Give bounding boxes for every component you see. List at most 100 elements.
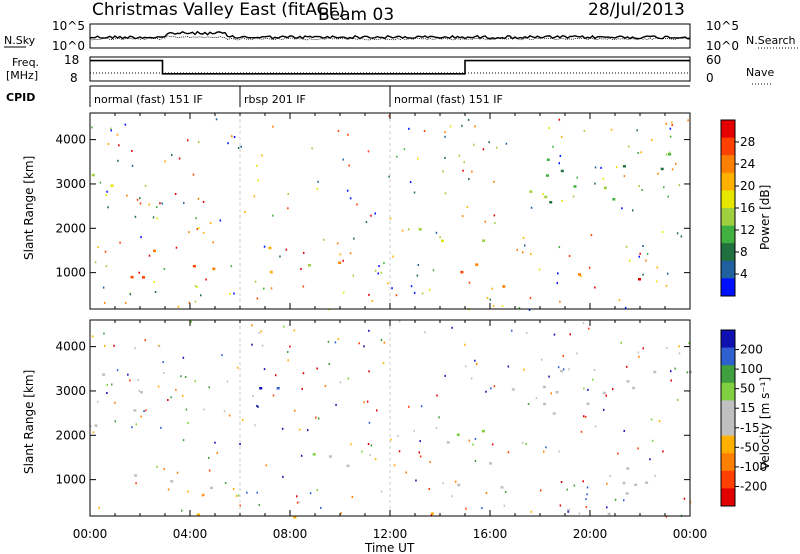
noise-cell [413, 429, 415, 432]
noise-cell [246, 491, 248, 494]
echo-cell [94, 424, 98, 427]
noise-cell [527, 403, 530, 405]
noise-cell [163, 268, 166, 270]
noise-cell [485, 492, 488, 494]
noise-cell [444, 374, 446, 377]
noise-cell [586, 493, 588, 496]
noise-cell [105, 265, 108, 268]
noise-cell [484, 220, 486, 223]
noise-cell [416, 274, 419, 277]
noise-cell [261, 344, 264, 347]
colorbar-tick-label: -50 [740, 440, 760, 454]
noise-cell [106, 392, 108, 394]
noise-cell [185, 408, 188, 411]
noise-cell [239, 443, 241, 445]
noise-cell [666, 272, 669, 275]
echo-cell [555, 391, 559, 394]
noise-cell [182, 439, 185, 442]
noise-cell [668, 151, 671, 154]
noise-cell [241, 419, 244, 422]
noise-cell [156, 206, 158, 209]
noise-cell [676, 232, 679, 235]
noise-cell [347, 377, 350, 380]
noise-cell [558, 246, 561, 249]
noise-cell [256, 297, 259, 300]
noise-cell [442, 482, 444, 485]
noise-cell [363, 401, 365, 404]
noise-cell [583, 129, 586, 132]
echo-cell [552, 412, 556, 415]
noise-cell [91, 335, 94, 338]
velocity-axes: 1000 2000 3000 4000 [55, 320, 691, 516]
noise-cell [316, 489, 318, 492]
noise-cell [374, 458, 377, 461]
noise-cell [568, 368, 570, 371]
noise-cell [543, 450, 545, 453]
noise-cell [160, 426, 162, 429]
noise-cell [524, 244, 526, 247]
noise-cell [237, 366, 239, 369]
noise-cell [593, 368, 596, 371]
noise-cell [640, 151, 642, 154]
colorbar-swatch [721, 278, 735, 297]
noise-cell [623, 175, 626, 178]
noise-cell [417, 264, 420, 266]
noise-cell [507, 365, 510, 368]
noise-cell [176, 471, 179, 474]
noise-cell [302, 372, 305, 375]
noise-cell [318, 417, 320, 420]
noise-cell [135, 423, 137, 426]
echo-cell [212, 267, 216, 271]
noise-cell [182, 394, 184, 397]
noise-cell [562, 354, 564, 357]
noise-cell [200, 294, 202, 297]
noise-cell [116, 133, 119, 136]
noise-cell [377, 272, 379, 275]
noise-cell [464, 343, 466, 346]
echo-cell [192, 264, 196, 268]
noise-cell [154, 291, 157, 293]
noise-cell [507, 451, 510, 454]
noise-cell [594, 286, 596, 289]
noise-cell [393, 464, 396, 467]
noise-cell [557, 272, 559, 275]
echo-cell [170, 480, 174, 483]
noise-cell [504, 491, 507, 494]
freq-hi: 18 [64, 53, 79, 67]
noise-cell [628, 145, 630, 148]
noise-cell [175, 388, 177, 391]
noise-cell [226, 380, 229, 383]
noise-cell [503, 504, 506, 507]
noise-cell [558, 118, 561, 121]
noise-cell [594, 425, 597, 428]
noise-cell [216, 451, 218, 454]
noise-cell [462, 169, 464, 172]
noise-cell [669, 135, 672, 138]
noise-cell [376, 409, 378, 412]
noise-cell [590, 234, 593, 237]
noise-cell [559, 154, 562, 157]
colorbar-swatch [721, 453, 735, 472]
noise-cell [661, 231, 664, 233]
noise-cell [138, 271, 140, 274]
noise-cell [486, 297, 489, 299]
noise-cell [140, 236, 142, 239]
noise-cell [665, 284, 668, 287]
noise-cell [272, 214, 274, 217]
noise-cell [91, 126, 93, 129]
echo-cell [545, 174, 549, 177]
noise-cell [282, 475, 284, 478]
noise-cell [363, 345, 365, 348]
noise-cell [369, 454, 371, 456]
noise-cell [432, 269, 435, 272]
y-tick-label: 3000 [55, 177, 86, 191]
noise-cell [302, 285, 305, 288]
echo-cell [259, 387, 263, 390]
noise-cell [337, 338, 340, 341]
noise-cell [457, 483, 459, 486]
nsky-frame [89, 23, 691, 49]
noise-cell [505, 142, 508, 145]
noise-cell [592, 378, 594, 381]
noise-cell [272, 394, 275, 397]
noise-cell [491, 443, 494, 446]
